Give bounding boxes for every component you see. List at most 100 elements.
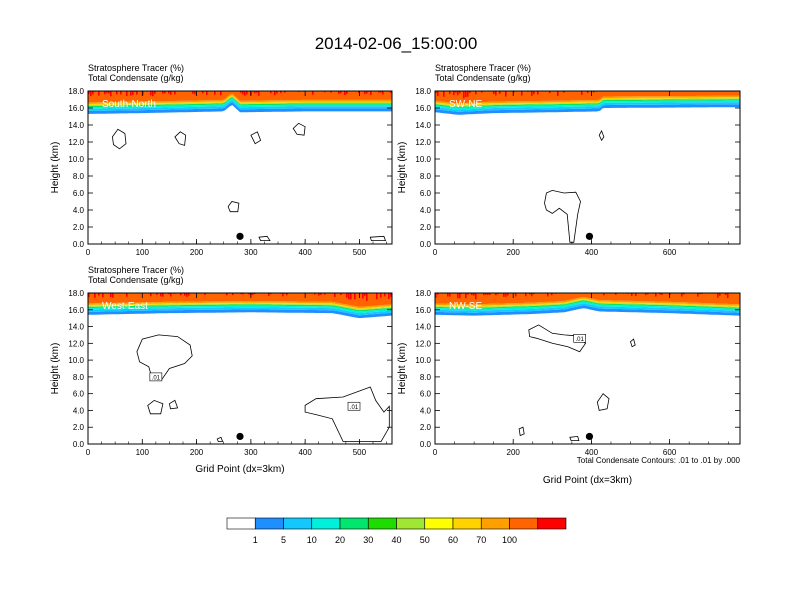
y-tick-label: 0.0 bbox=[420, 240, 432, 249]
tracer-streak bbox=[364, 293, 366, 296]
tracer-streak bbox=[557, 91, 559, 96]
tracer-streak bbox=[112, 293, 114, 298]
x-tick-label: 200 bbox=[190, 448, 204, 457]
tracer-streak bbox=[258, 91, 260, 96]
y-tick-label: 10.0 bbox=[415, 155, 431, 164]
tracer-streak bbox=[156, 293, 158, 295]
x-tick-label: 400 bbox=[298, 248, 312, 257]
tracer-streak bbox=[350, 293, 352, 300]
location-marker bbox=[585, 432, 594, 441]
tracer-streak bbox=[366, 91, 368, 94]
tracer-streak bbox=[324, 293, 326, 295]
tracer-streak bbox=[286, 293, 288, 296]
tracer-streak bbox=[186, 293, 188, 297]
condensate-contour bbox=[258, 235, 271, 241]
tracer-streak bbox=[116, 91, 118, 95]
y-tick-label: 2.0 bbox=[420, 223, 432, 232]
tracer-field bbox=[88, 293, 392, 319]
y-tick-label: 4.0 bbox=[420, 206, 432, 215]
colorbar-swatch bbox=[254, 517, 284, 530]
condensate-contour bbox=[304, 386, 390, 442]
y-tick-label: 12.0 bbox=[415, 138, 431, 147]
tracer-streak bbox=[348, 293, 350, 300]
y-tick-label: 4.0 bbox=[73, 206, 85, 215]
tracer-band bbox=[88, 102, 392, 114]
tracer-streak bbox=[503, 293, 505, 297]
colorbar-swatch bbox=[367, 517, 397, 530]
tracer-streak bbox=[168, 91, 170, 94]
tracer-streak bbox=[94, 293, 96, 298]
tracer-band bbox=[435, 104, 740, 115]
tracer-streak bbox=[465, 293, 467, 299]
condensate-contour bbox=[544, 189, 581, 243]
panel-subtitle: Total Condensate (g/kg) bbox=[88, 275, 184, 285]
tracer-band bbox=[88, 293, 392, 307]
tracer-streak bbox=[533, 293, 535, 295]
tracer-streak bbox=[581, 91, 583, 95]
tracer-streak bbox=[655, 293, 657, 297]
tracer-streak bbox=[631, 293, 633, 296]
tracer-band bbox=[435, 100, 740, 110]
tracer-band bbox=[435, 299, 740, 308]
colorbar-label: 40 bbox=[391, 535, 401, 545]
colorbar-label: 10 bbox=[307, 535, 317, 545]
tracer-streak bbox=[244, 91, 246, 96]
y-tick-label: 0.0 bbox=[73, 440, 85, 449]
tracer-streak bbox=[346, 293, 348, 298]
colorbar: 1 5 10 20 30 40 50 60 70 100 bbox=[226, 517, 567, 545]
tracer-streak bbox=[697, 293, 699, 297]
tracer-streak bbox=[126, 293, 128, 297]
tracer-streak bbox=[92, 91, 94, 95]
tracer-streak bbox=[453, 91, 455, 96]
tracer-streak bbox=[370, 91, 372, 96]
colorbar-label: 50 bbox=[420, 535, 430, 545]
colorbar-label: 70 bbox=[476, 535, 486, 545]
tracer-streak bbox=[240, 293, 242, 295]
tracer-streak bbox=[384, 293, 386, 297]
panel-label: SW-NE bbox=[449, 99, 482, 110]
tracer-streak bbox=[192, 91, 194, 94]
tracer-band bbox=[88, 302, 392, 310]
condensate-contour bbox=[598, 129, 605, 142]
y-tick-label: 18.0 bbox=[68, 87, 84, 96]
tracer-streak bbox=[314, 293, 316, 295]
tracer-streak bbox=[647, 293, 649, 295]
tracer-streak bbox=[435, 293, 437, 298]
tracer-streak bbox=[529, 293, 531, 295]
x-tick-label: 400 bbox=[298, 448, 312, 457]
location-marker bbox=[236, 432, 244, 441]
tracer-streak bbox=[380, 91, 382, 93]
condensate-contour bbox=[216, 436, 224, 442]
x-tick-label: 100 bbox=[136, 248, 150, 257]
tracer-streak bbox=[447, 293, 449, 297]
tracer-streak bbox=[483, 293, 485, 296]
x-tick-label: 100 bbox=[136, 448, 150, 457]
tracer-streak bbox=[330, 91, 332, 93]
tracer-streak bbox=[455, 91, 457, 93]
tracer-streak bbox=[270, 91, 272, 94]
y-tick-label: 8.0 bbox=[420, 172, 432, 181]
tracer-streak bbox=[499, 91, 501, 94]
tracer-streak bbox=[174, 91, 176, 95]
tracer-streak bbox=[615, 293, 617, 295]
panel-subtitle: Total Condensate (g/kg) bbox=[88, 73, 184, 83]
condensate-contour bbox=[227, 201, 240, 213]
tracer-streak bbox=[206, 91, 208, 96]
tracer-streak bbox=[142, 91, 144, 96]
tracer-streak bbox=[463, 91, 465, 99]
tracer-band bbox=[88, 93, 392, 104]
y-tick-label: 2.0 bbox=[420, 423, 432, 432]
location-marker bbox=[236, 232, 244, 240]
tracer-streak bbox=[204, 293, 206, 295]
tracer-streak bbox=[587, 91, 589, 93]
colorbar-swatch bbox=[339, 517, 369, 530]
tracer-streak bbox=[340, 91, 342, 94]
condensate-contour bbox=[250, 131, 262, 145]
tracer-streak bbox=[274, 91, 276, 96]
tracer-streak bbox=[505, 293, 507, 297]
tracer-streak bbox=[493, 91, 495, 95]
tracer-streak bbox=[437, 91, 439, 97]
tracer-streak bbox=[150, 91, 152, 96]
colorbar-swatch bbox=[509, 517, 539, 530]
